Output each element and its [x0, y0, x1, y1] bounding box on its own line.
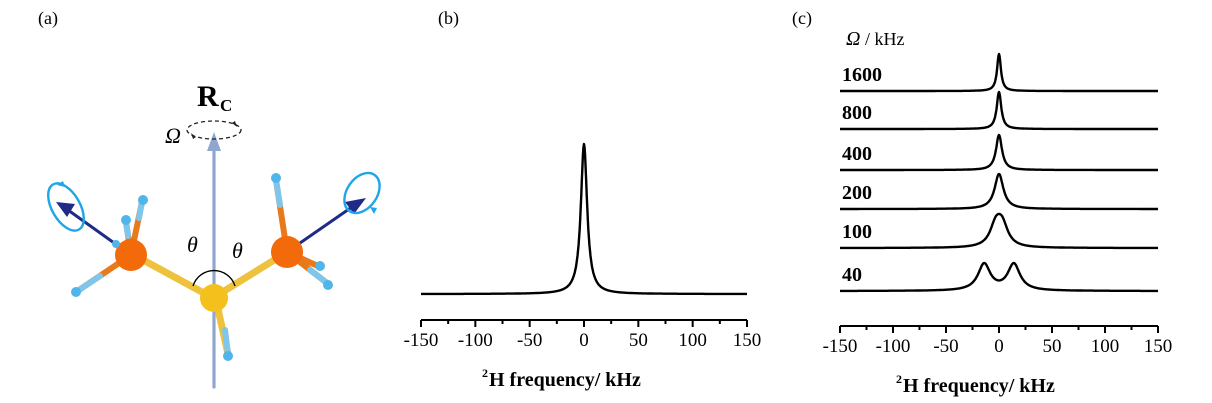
panel-c-series-label: 200: [842, 182, 872, 204]
panel-b-tick-label: 50: [629, 330, 648, 351]
panel-c-series-label: 100: [842, 221, 872, 243]
hydrogen-atom: [138, 195, 148, 205]
panel-b-tick-label: 0: [579, 330, 589, 351]
panel-c-series-label: 1600: [842, 64, 882, 86]
panel-b-axis-title: H frequency/ kHz: [489, 369, 641, 391]
panel-c-spectrum-400: [839, 133, 1159, 172]
panel-c-label: (c): [792, 8, 812, 29]
panel-c-axis-title-superscript: 2: [896, 372, 902, 386]
hydrogen-atom: [112, 240, 120, 248]
vector-left-arrowhead: [56, 202, 75, 217]
hydrogen-bond-stub: [222, 327, 231, 357]
panel-c-tick-label: 150: [1144, 336, 1173, 357]
angle-label-right: θ: [232, 238, 243, 263]
rotation-ellipse: [186, 120, 242, 140]
panel-c-tick-label: -50: [933, 336, 958, 357]
panel-c-tick-label: 50: [1043, 336, 1062, 357]
vector-left-rotation-circle: [47, 182, 85, 232]
hydrogen-atom: [315, 261, 325, 271]
panel-b-tick-label: 100: [678, 330, 707, 351]
panel-b-tick-label: -150: [404, 330, 439, 351]
vector-right-rotation-arrow: [370, 207, 377, 214]
panel-c-series-label: 800: [842, 102, 872, 124]
panel-c-spectrum-40: [839, 261, 1159, 293]
hydrogen-atom: [71, 287, 81, 297]
hydrogen-bond-stub: [307, 267, 330, 286]
panel-c-tick-label: -100: [876, 336, 911, 357]
panel-b-spectrum: [420, 142, 748, 296]
rotation-axis-label: R: [197, 80, 219, 113]
panel-a-label: (a): [38, 8, 58, 29]
rotation-axis-arrowhead: [207, 132, 221, 151]
vector-right-arrowhead: [345, 198, 366, 214]
angle-arc: [192, 269, 236, 287]
rotation-axis-subscript: C: [220, 96, 232, 115]
panel-c-series-label: 400: [842, 143, 872, 165]
central-atom: [200, 284, 228, 312]
hydrogen-atom: [323, 280, 333, 290]
hydrogen-bond-stub: [273, 177, 283, 208]
hydrogen-atom: [223, 351, 233, 361]
panel-c-spectrum-200: [839, 172, 1159, 211]
panel-c-series-label: 40: [842, 264, 862, 286]
panel-c-spectrum-800: [839, 90, 1159, 131]
panel-c-tick-label: -150: [823, 336, 858, 357]
vector-left-rotation-arrow: [57, 181, 65, 187]
molecule-diagram: R C Ω θ θ: [47, 80, 381, 389]
panel-c-axis-title: H frequency/ kHz: [903, 375, 1055, 397]
panel-b-chart: -150 -100 -50 0 50 100 150 2 H frequency/ kHz: [404, 142, 762, 391]
angle-label-left: θ: [187, 232, 198, 257]
vector-right-rotation-circle: [343, 171, 381, 215]
rotation-arrow-right: [232, 121, 237, 127]
rotation-arrow-left: [191, 133, 196, 139]
panel-b-axis-title-superscript: 2: [482, 366, 488, 380]
panel-c-legend-title: Ω / kHz: [846, 28, 904, 50]
panel-b-tick-label: 150: [733, 330, 762, 351]
panel-b-tick-label: -100: [458, 330, 493, 351]
omega-label: Ω: [165, 123, 181, 148]
panel-c-chart: -150 -100 -50 0 50 100 150 2 H frequency/ kHz Ω /…: [823, 28, 1173, 397]
panel-c-tick-label: 0: [994, 336, 1004, 357]
panel-c-tick-label: 100: [1091, 336, 1120, 357]
panel-c-spectrum-1600: [839, 52, 1159, 93]
methyl-carbon-right: [271, 236, 303, 268]
panel-c-spectrum-100: [839, 212, 1159, 250]
bond-central-left: [130, 251, 217, 302]
panel-b-label: (b): [438, 8, 459, 29]
methyl-carbon-left: [115, 239, 147, 271]
panel-b-tick-label: -50: [517, 330, 542, 351]
hydrogen-atom: [121, 215, 131, 225]
hydrogen-atom: [271, 173, 281, 183]
